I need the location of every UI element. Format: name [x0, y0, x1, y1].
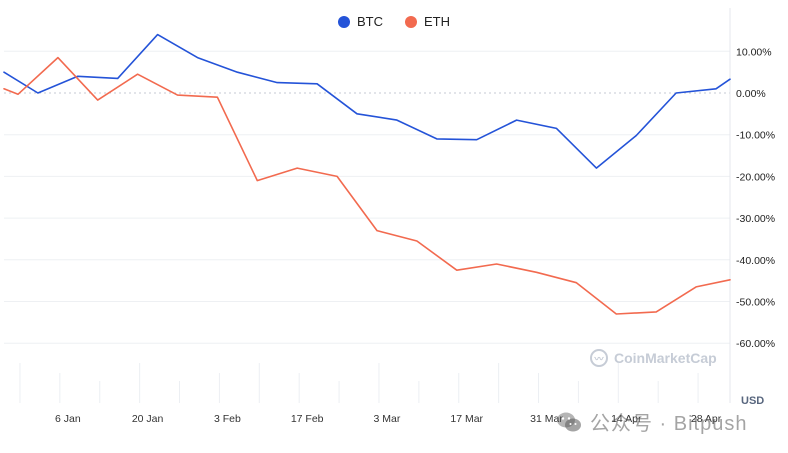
y-tick-label: -40.00%	[736, 255, 775, 267]
x-tick-label: 17 Mar	[450, 413, 483, 425]
series-line-eth	[3, 56, 731, 315]
legend-item-btc[interactable]: BTC	[338, 14, 383, 29]
y-tick-label: -60.00%	[736, 338, 775, 350]
y-tick-label: -30.00%	[736, 213, 775, 225]
x-tick-label: 3 Feb	[214, 413, 241, 425]
x-tick-label: 31 Mar	[530, 413, 563, 425]
series-line-btc	[3, 33, 731, 169]
legend-marker-btc	[338, 15, 350, 28]
y-tick-label: 10.00%	[736, 46, 772, 58]
wechat-watermark: 公众号 · Bitpush	[556, 407, 747, 436]
watermark-label: 公众号 · Bitpush	[590, 413, 748, 435]
x-tick-label: 17 Feb	[291, 413, 324, 425]
y-tick-label: -10.00%	[736, 130, 775, 142]
x-tick-label: 14 Apr	[611, 413, 642, 425]
brand-label: CoinMarketCap	[614, 350, 717, 366]
coinmarketcap-brand: 〰 CoinMarketCap	[590, 349, 717, 367]
legend-label-eth: ETH	[424, 14, 450, 29]
x-tick-label: 28 Apr	[691, 413, 722, 425]
legend-label-btc: BTC	[357, 14, 383, 29]
coinmarketcap-logo-icon: 〰	[590, 349, 608, 367]
x-tick-label: 20 Jan	[132, 413, 164, 425]
x-tick-label: 6 Jan	[55, 413, 81, 425]
x-tick-label: 3 Mar	[374, 413, 401, 425]
legend-marker-eth	[405, 15, 417, 28]
chart-legend: BTC ETH	[0, 14, 788, 29]
wechat-icon	[557, 412, 581, 431]
y-tick-label: 0.00%	[736, 88, 766, 100]
y-tick-label: -50.00%	[736, 297, 775, 309]
legend-item-eth[interactable]: ETH	[405, 14, 450, 29]
y-tick-label: -20.00%	[736, 171, 775, 183]
currency-unit-label: USD	[741, 395, 765, 407]
